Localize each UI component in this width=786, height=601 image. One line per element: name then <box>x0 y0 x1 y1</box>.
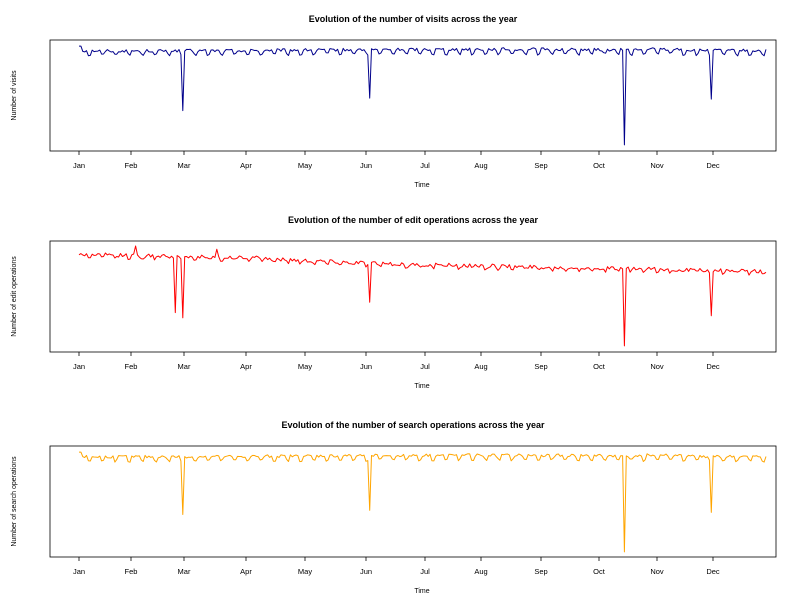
series-line <box>78 245 767 347</box>
x-tick-label: Mar <box>178 567 191 576</box>
x-tick-label: Oct <box>593 161 606 170</box>
x-tick-label: Mar <box>178 161 191 170</box>
x-tick-label: Dec <box>706 567 720 576</box>
x-tick-label: Oct <box>593 362 606 371</box>
x-tick-label: Jan <box>73 567 85 576</box>
x-tick-label: Apr <box>240 362 252 371</box>
x-axis-label: Time <box>414 588 429 595</box>
x-tick-label: Jul <box>420 362 430 371</box>
x-tick-label: Apr <box>240 567 252 576</box>
series-line <box>79 45 767 146</box>
x-tick-label: Sep <box>534 567 547 576</box>
series-line <box>79 451 767 553</box>
chart-title: Evolution of the number of search operat… <box>281 420 545 430</box>
x-tick-label: Sep <box>534 161 547 170</box>
y-axis-label: Number of edit operations <box>11 256 18 337</box>
chart-title: Evolution of the number of edit operatio… <box>288 215 539 225</box>
x-tick-label: May <box>298 567 312 576</box>
x-tick-label: Jan <box>73 161 85 170</box>
x-axis-label: Time <box>414 383 429 390</box>
plot-frame <box>49 445 777 558</box>
y-axis-label: Number of search operations <box>11 456 18 547</box>
x-tick-label: Aug <box>474 567 487 576</box>
x-tick-label: Apr <box>240 161 252 170</box>
x-tick-label: Jul <box>420 161 430 170</box>
x-tick-label: Jun <box>360 161 372 170</box>
x-tick-label: Aug <box>474 362 487 371</box>
x-tick-label: Jun <box>360 567 372 576</box>
x-tick-label: Sep <box>534 362 547 371</box>
x-tick-label: Jun <box>360 362 372 371</box>
x-tick-label: Nov <box>650 161 664 170</box>
plot-frame <box>49 240 777 353</box>
x-tick-label: May <box>298 362 312 371</box>
x-tick-label: Dec <box>706 161 720 170</box>
x-axis-label: Time <box>414 182 429 189</box>
x-tick-label: May <box>298 161 312 170</box>
plot-frame <box>49 39 777 152</box>
x-tick-label: Nov <box>650 567 664 576</box>
x-tick-label: Jul <box>420 567 430 576</box>
x-tick-label: Nov <box>650 362 664 371</box>
chart-title: Evolution of the number of visits across… <box>309 14 518 24</box>
x-tick-label: Feb <box>125 161 138 170</box>
x-tick-label: Aug <box>474 161 487 170</box>
x-tick-label: Feb <box>125 567 138 576</box>
y-axis-label: Number of visits <box>11 70 18 121</box>
x-tick-label: Oct <box>593 567 606 576</box>
x-tick-label: Dec <box>706 362 720 371</box>
x-tick-label: Mar <box>178 362 191 371</box>
x-tick-label: Feb <box>125 362 138 371</box>
x-tick-label: Jan <box>73 362 85 371</box>
